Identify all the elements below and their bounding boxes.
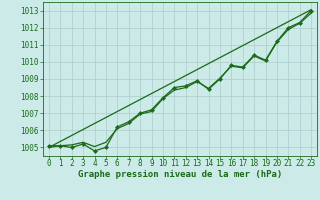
X-axis label: Graphe pression niveau de la mer (hPa): Graphe pression niveau de la mer (hPa)	[78, 170, 282, 179]
